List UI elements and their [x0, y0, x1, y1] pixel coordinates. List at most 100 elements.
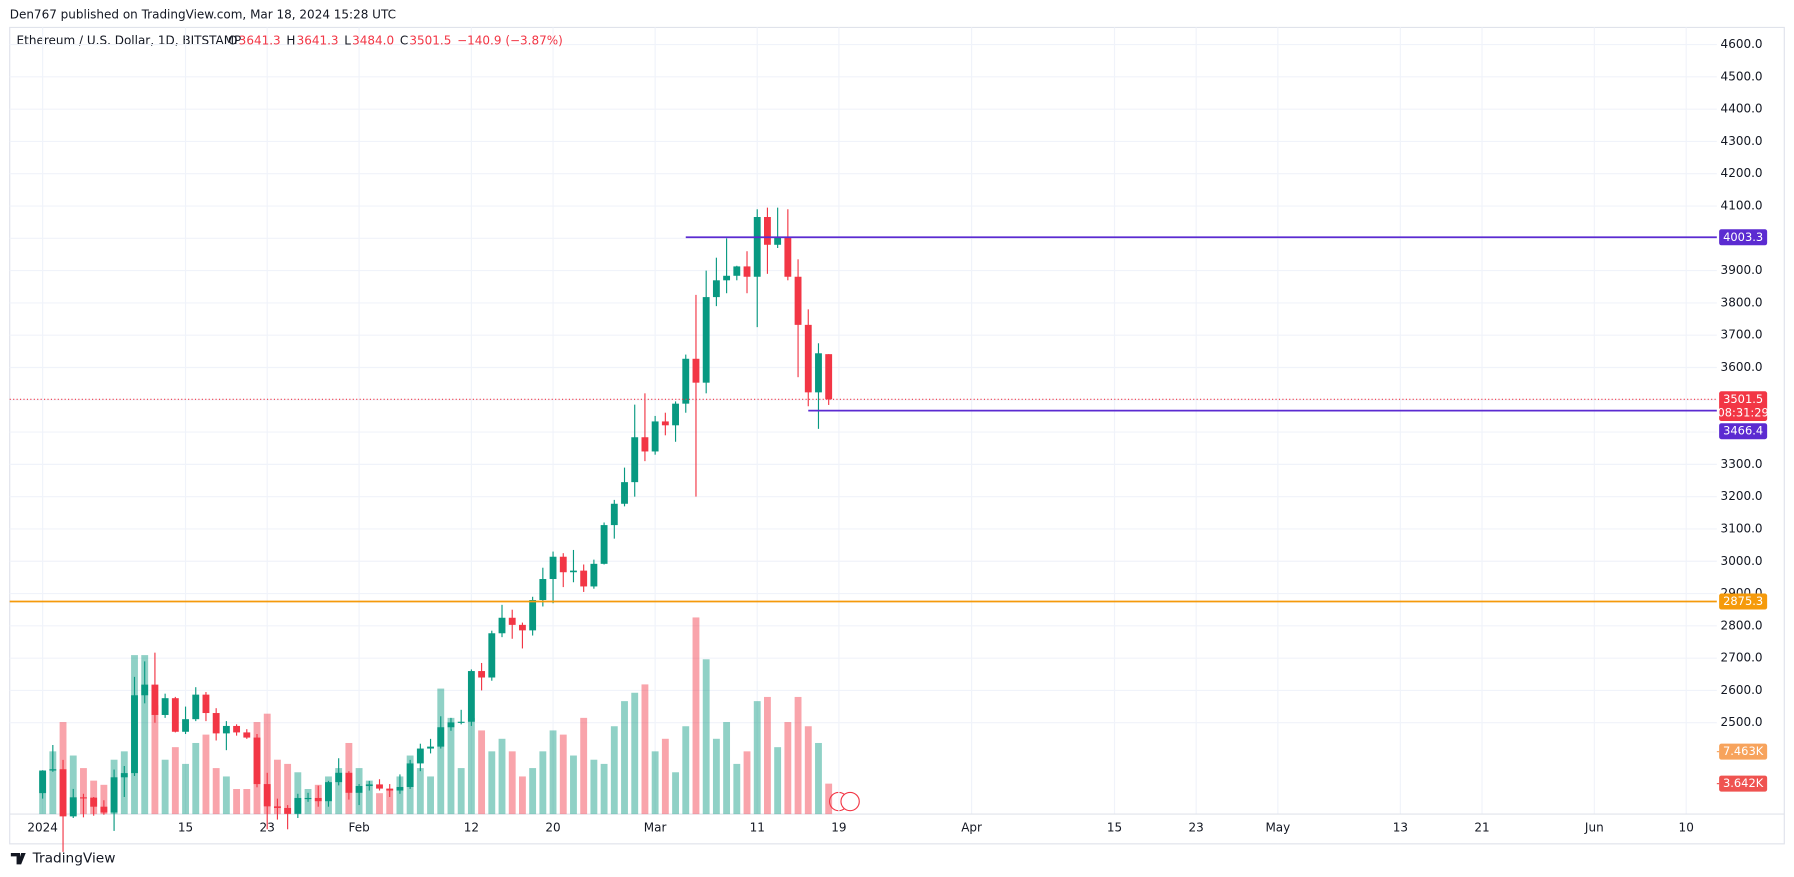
y-tick-label: 4300.0 [1721, 134, 1763, 148]
level-label: 3466.4 [1723, 424, 1763, 438]
candle-body [825, 354, 833, 400]
volume-bar [294, 772, 302, 815]
volume-bar [222, 776, 230, 815]
x-tick-label: Jun [1584, 820, 1604, 834]
candle-body [467, 671, 475, 722]
x-tick-label: 13 [1393, 820, 1408, 834]
volume-bar [192, 742, 200, 815]
candle-body [753, 217, 761, 277]
candle-body [488, 633, 496, 678]
event-icons [828, 791, 860, 812]
y-tick-label: 3100.0 [1721, 521, 1763, 535]
candle-body [692, 358, 700, 383]
x-tick-label: Mar [644, 820, 667, 834]
candle-body [386, 788, 394, 791]
volume-bar [794, 696, 802, 815]
legend-letter: H [286, 34, 295, 48]
candle-body [151, 684, 159, 715]
candle-body [212, 713, 220, 734]
candle-body [447, 722, 455, 728]
volume-bar [80, 768, 87, 815]
x-tick-label: Apr [961, 820, 982, 834]
candle-body [120, 773, 128, 778]
x-tick-label: 21 [1474, 820, 1489, 834]
volume-badge-bg [1719, 775, 1768, 792]
candle-body [273, 806, 281, 808]
candle-body [437, 727, 445, 747]
volume-bar [212, 768, 220, 815]
y-tick-label: 3600.0 [1721, 360, 1763, 374]
candle-body [580, 570, 588, 587]
candle-body [733, 266, 741, 276]
x-tick-label: 19 [831, 820, 846, 834]
candle-body [100, 806, 108, 813]
candle-body [672, 403, 679, 426]
y-tick-label: 4400.0 [1721, 102, 1763, 116]
level-label-bg [1719, 229, 1768, 246]
candle-body [222, 725, 230, 734]
volume-bar [161, 759, 169, 815]
volume-bar [518, 776, 526, 815]
y-tick-label: 3200.0 [1721, 489, 1763, 503]
candle-body [682, 358, 690, 404]
candle-body [712, 280, 720, 298]
header: Den767 published on TradingView.com, Mar… [10, 7, 396, 21]
volume-bar [182, 763, 189, 815]
volume-bar [376, 793, 383, 815]
candle-body [559, 556, 567, 573]
volume-bar [100, 784, 108, 815]
y-tick-label: 3000.0 [1721, 554, 1763, 568]
volume-bar [733, 763, 741, 815]
candle-body [784, 237, 792, 277]
volume-bar [49, 751, 57, 815]
level-label: 4003.3 [1723, 230, 1763, 244]
candle-body [529, 600, 537, 631]
x-tick-label: 2024 [27, 820, 58, 834]
legend-value: 3484.0 [352, 34, 394, 48]
volume-bar [764, 696, 771, 815]
candle-body [284, 807, 292, 814]
volume-bar [365, 780, 373, 815]
candle-body [314, 797, 322, 802]
candle-body [804, 324, 812, 393]
volume-bar [467, 717, 475, 815]
y-tick-label: 4600.0 [1721, 37, 1763, 51]
candle-body [233, 725, 241, 733]
footer: TradingView [32, 851, 116, 867]
y-tick-label: 2600.0 [1721, 683, 1763, 697]
candle-body [345, 772, 353, 793]
volume-bar [815, 742, 822, 815]
volume-bar [784, 722, 792, 815]
chart-frame [9, 26, 1785, 845]
volume-bar [539, 751, 547, 815]
candle-body [518, 624, 526, 631]
candle-body [376, 784, 383, 789]
volume-bar [590, 759, 598, 815]
y-tick-label: 4500.0 [1721, 69, 1763, 83]
volume-bar [621, 701, 628, 815]
candle-body [427, 746, 434, 749]
candle-body [59, 769, 67, 817]
volume-bar [202, 734, 210, 815]
volume-bar [335, 768, 343, 815]
volume-bar [600, 763, 608, 815]
candle-body [49, 769, 57, 771]
legend-change: −140.9 (−3.87%) [457, 34, 563, 48]
legend-value: 3501.5 [409, 34, 451, 48]
volume-bar [570, 755, 577, 815]
volume-bar [151, 705, 159, 815]
volume-bar [723, 722, 731, 815]
volume-bar [661, 738, 669, 815]
y-tick-label: 2700.0 [1721, 651, 1763, 665]
candle-body [253, 737, 261, 785]
volume-bar [386, 789, 394, 815]
x-tick-label: 11 [750, 820, 765, 834]
candle-body [600, 525, 608, 564]
candle-body [171, 698, 179, 732]
candle-body [794, 276, 802, 325]
candle-body [478, 671, 486, 678]
volume-badge: 3.642K [1723, 776, 1764, 790]
y-tick-label: 3900.0 [1721, 263, 1763, 277]
volume-bar [171, 747, 179, 815]
